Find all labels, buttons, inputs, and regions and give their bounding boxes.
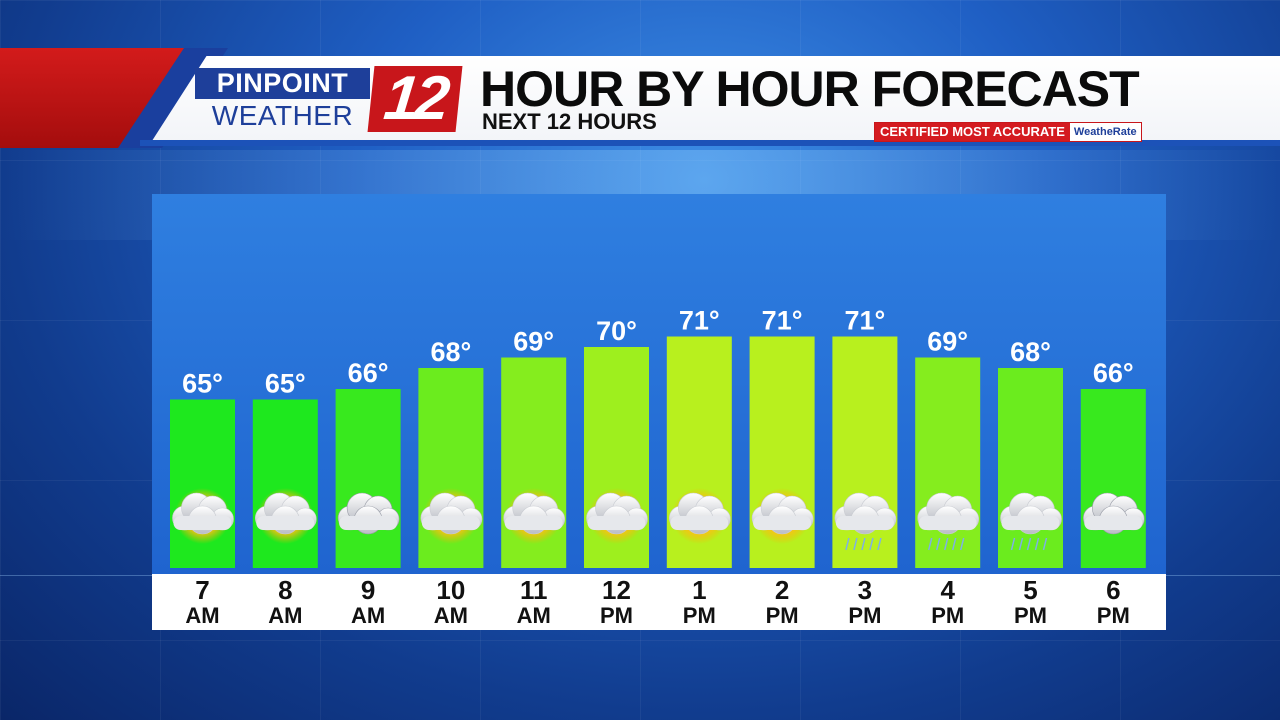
- time-axis-tick-label: 12 PM: [582, 576, 652, 628]
- tick-meridiem: PM: [765, 603, 799, 628]
- tick-hour: 5: [1023, 575, 1038, 605]
- time-axis-tick-label: 3 PM: [830, 576, 900, 628]
- header-banner: PINPOINT WEATHER 12 HOUR BY HOUR FORECAS…: [0, 44, 1280, 148]
- tick-meridiem: AM: [185, 603, 220, 628]
- tick-meridiem: AM: [516, 603, 551, 628]
- tick-meridiem: PM: [848, 603, 882, 628]
- cloudy-icon: [337, 492, 400, 535]
- tick-meridiem: PM: [682, 603, 716, 628]
- temperature-bar: [998, 368, 1063, 568]
- temperature-label: 68°: [430, 337, 471, 367]
- time-axis-tick-label: 11 AM: [499, 576, 569, 628]
- chart-panel: [152, 194, 1166, 574]
- partly-sunny-icon: [172, 488, 234, 544]
- time-axis-tick-label: 9 AM: [333, 576, 403, 628]
- banner-blue-underline: [140, 140, 1280, 146]
- certified-text: CERTIFIED MOST ACCURATE: [875, 123, 1070, 141]
- tick-hour: 6: [1106, 575, 1121, 605]
- tick-hour: 12: [602, 575, 631, 605]
- tick-meridiem: PM: [1014, 603, 1047, 628]
- time-axis-tick-label: 1 PM: [664, 576, 734, 628]
- temperature-label: 65°: [182, 369, 223, 399]
- tick-meridiem: PM: [931, 603, 965, 628]
- rain-shower-icon: [1000, 492, 1062, 551]
- tick-meridiem: PM: [600, 603, 633, 628]
- cloudy-icon: [1083, 492, 1145, 535]
- time-axis-tick-label: 6 PM: [1078, 576, 1148, 628]
- temperature-bar: [1080, 389, 1146, 568]
- temperature-label: 71°: [762, 306, 803, 336]
- partly-sunny-icon: [254, 488, 317, 544]
- tick-hour: 10: [436, 575, 466, 605]
- partly-sunny-icon: [668, 488, 731, 544]
- tick-meridiem: AM: [433, 603, 468, 628]
- time-axis-tick-label: 7 AM: [168, 576, 238, 628]
- tick-hour: 11: [519, 575, 548, 605]
- tick-hour: 3: [857, 575, 873, 605]
- temperature-label: 71°: [679, 306, 720, 336]
- time-axis-tick-label: 5 PM: [996, 576, 1066, 628]
- certified-badge: CERTIFIED MOST ACCURATE WeatheRate: [874, 122, 1142, 142]
- temperature-label: 69°: [513, 327, 554, 357]
- temperature-label: 69°: [927, 327, 968, 357]
- tick-hour: 7: [195, 575, 210, 605]
- temperature-bar: [915, 357, 981, 568]
- tick-hour: 9: [360, 575, 376, 605]
- tick-hour: 4: [940, 575, 955, 605]
- partly-sunny-icon: [420, 488, 483, 544]
- temperature-label: 65°: [265, 369, 306, 399]
- page-subtitle: NEXT 12 HOURS: [482, 109, 657, 134]
- time-axis-row: [152, 574, 1166, 630]
- tick-meridiem: AM: [350, 603, 386, 628]
- temperature-label: 66°: [1093, 358, 1134, 388]
- rain-shower-icon: [917, 492, 980, 551]
- logo-pinpoint-text: PINPOINT: [195, 68, 370, 99]
- rain-shower-icon: [834, 492, 897, 551]
- time-axis-tick-label: 4 PM: [913, 576, 983, 628]
- logo-weather-text: WEATHER: [211, 100, 354, 131]
- tick-hour: 2: [774, 575, 790, 605]
- page-title: HOUR BY HOUR FORECAST: [480, 61, 1140, 117]
- partly-sunny-icon: [586, 488, 648, 544]
- temperature-label: 70°: [596, 316, 637, 346]
- time-axis-tick-label: 8 AM: [250, 576, 320, 628]
- time-axis-tick-label: 10 AM: [416, 576, 486, 628]
- temperature-label: 68°: [1010, 337, 1051, 367]
- tick-hour: 1: [692, 575, 707, 605]
- weatherate-logo: WeatheRate: [1069, 123, 1141, 141]
- tick-meridiem: PM: [1096, 603, 1130, 628]
- partly-sunny-icon: [751, 488, 814, 544]
- temperature-bar: [335, 389, 401, 568]
- temperature-label: 71°: [844, 306, 885, 336]
- tick-hour: 8: [278, 575, 293, 605]
- temperature-label: 66°: [348, 358, 389, 388]
- partly-sunny-icon: [503, 488, 566, 544]
- time-axis-tick-label: 2 PM: [747, 576, 817, 628]
- tick-meridiem: AM: [268, 603, 303, 628]
- station-logo: PINPOINT WEATHER: [195, 68, 370, 132]
